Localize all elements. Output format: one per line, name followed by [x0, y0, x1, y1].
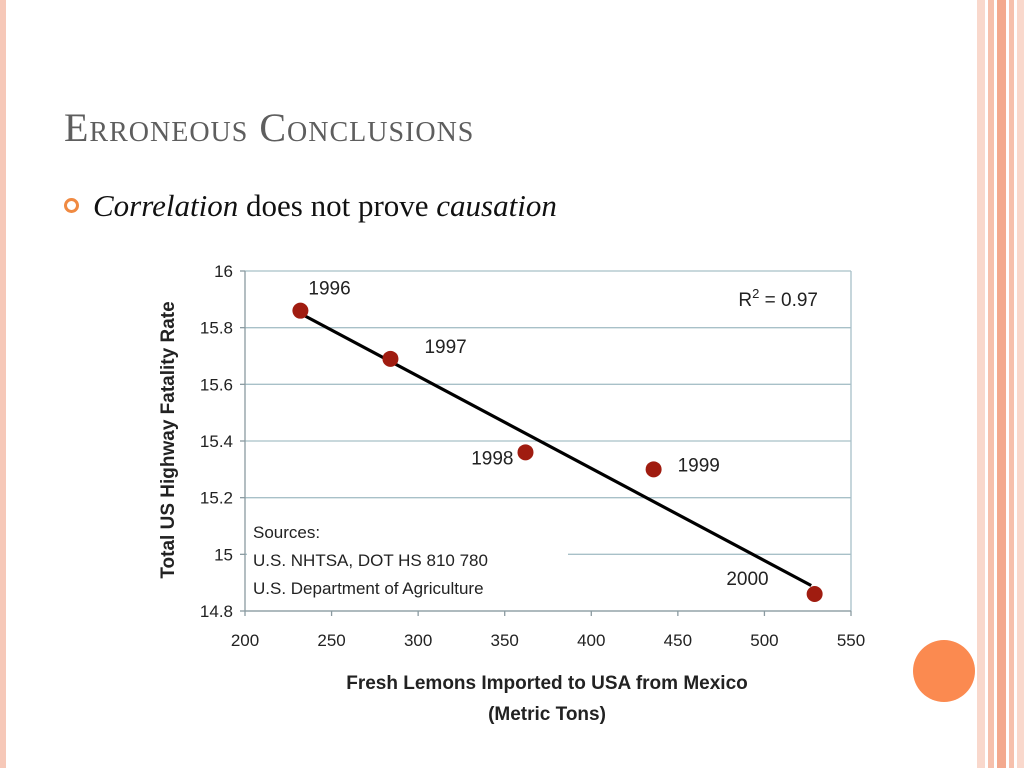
x-axis-title: Fresh Lemons Imported to USA from Mexico	[346, 673, 748, 694]
data-point	[292, 302, 309, 319]
sources-background	[247, 503, 568, 603]
x-tick-label: 450	[664, 631, 692, 650]
bullet-text-correlation: Correlation	[93, 188, 239, 223]
right-stripe-5	[1017, 0, 1024, 768]
source-text: U.S. NHTSA, DOT HS 810 780	[253, 551, 488, 570]
y-tick-label: 15.4	[200, 432, 233, 451]
x-tick-label: 550	[837, 631, 865, 650]
right-stripe-3	[997, 0, 1006, 768]
x-tick-label: 500	[750, 631, 778, 650]
right-stripe-2	[988, 0, 994, 768]
decorative-orange-circle	[913, 640, 975, 702]
data-point	[645, 461, 662, 478]
y-tick-label: 16	[214, 262, 233, 281]
right-stripe-4	[1009, 0, 1014, 768]
y-tick-label: 15.6	[200, 375, 233, 394]
right-stripe-1	[977, 0, 985, 768]
data-point	[806, 586, 823, 602]
left-accent-rule	[0, 0, 6, 768]
point-label: 1999	[678, 455, 720, 476]
bullet-circle-icon	[64, 198, 79, 214]
point-label: 2000	[726, 569, 768, 590]
scatter-chart: 14.8 15 15.2 15.4 15.6 15.8 16 200 250 300 350 400 4…	[158, 262, 865, 725]
data-point	[382, 350, 399, 367]
x-tick-label: 400	[577, 631, 605, 650]
x-axis-title-units: (Metric Tons)	[488, 704, 606, 725]
point-label: 1997	[424, 337, 466, 358]
x-tick-label: 300	[404, 631, 432, 650]
y-tick-label: 14.8	[200, 602, 233, 621]
y-axis-title: Total US Highway Fatality Rate	[158, 301, 179, 578]
x-tick-label: 350	[491, 631, 519, 650]
y-tick-label: 15.8	[200, 319, 233, 338]
source-text: U.S. Department of Agriculture	[253, 579, 484, 598]
x-tick-label: 200	[231, 631, 259, 650]
slide-title: Erroneous Conclusions	[64, 105, 475, 150]
r-squared-label: R2 = 0.97	[738, 286, 818, 311]
source-text: Sources:	[253, 523, 320, 542]
data-point	[517, 444, 534, 461]
bullet-item: Correlation does not prove causation	[64, 188, 557, 224]
y-tick-label: 15.2	[200, 489, 233, 508]
point-label: 1996	[308, 279, 350, 300]
y-tick-label: 15	[214, 545, 233, 564]
bullet-text-middle: does not prove	[238, 188, 437, 223]
x-tick-label: 250	[317, 631, 345, 650]
bullet-text-causation: causation	[436, 188, 557, 223]
point-label: 1998	[471, 448, 513, 469]
